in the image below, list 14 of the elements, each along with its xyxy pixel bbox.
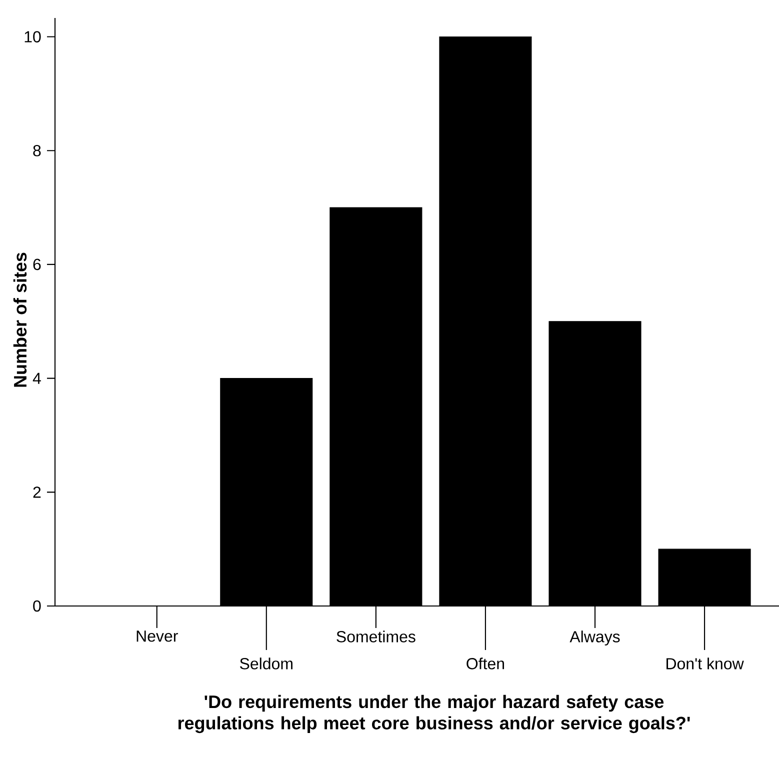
- y-tick-label: 6: [33, 258, 41, 270]
- x-axis-title: 'Do requirements under the major hazard safety case regulations help meet core business and/or service goals?': [178, 694, 690, 734]
- x-tick-label: Often: [466, 658, 504, 670]
- x-tick-label: Always: [570, 630, 620, 646]
- x-tick-label: Don't know: [666, 658, 744, 670]
- y-tick-label: 0: [33, 600, 41, 612]
- y-tick-label: 2: [33, 486, 41, 498]
- y-axis-title: Number of sites: [13, 252, 27, 387]
- x-tick-label: Seldom: [240, 658, 292, 670]
- y-tick-label: 4: [32, 372, 41, 384]
- x-tick-label: Never: [136, 630, 178, 642]
- y-tick-label: 10: [24, 31, 41, 42]
- x-tick-label: Sometimes: [336, 630, 416, 642]
- y-tick-label: 8: [33, 144, 41, 156]
